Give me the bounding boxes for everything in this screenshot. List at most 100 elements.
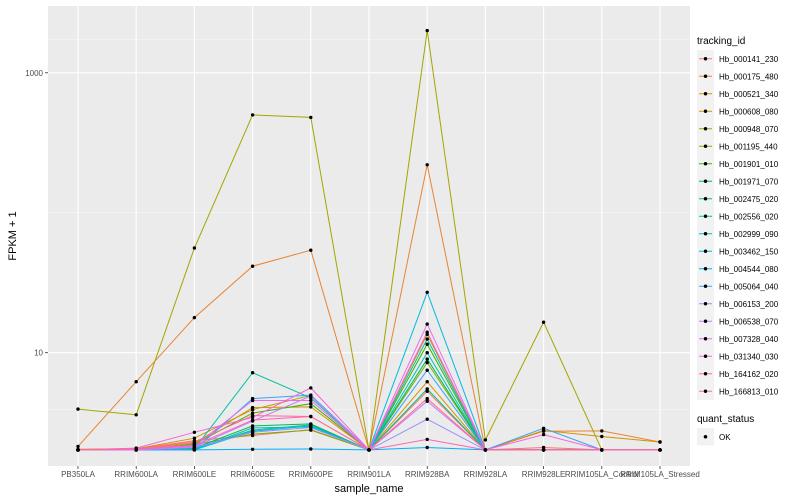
legend-key-point — [703, 319, 708, 323]
data-point — [192, 440, 197, 444]
data-point — [309, 425, 313, 430]
data-point — [192, 246, 197, 250]
legend-item: Hb_006538_070 — [697, 312, 779, 330]
status-legend-title: quant_status — [697, 414, 754, 425]
data-point — [134, 413, 138, 417]
data-point — [425, 380, 429, 384]
data-point — [541, 445, 546, 450]
legend-key-point — [703, 267, 708, 271]
data-point — [425, 28, 429, 33]
data-point — [425, 330, 429, 334]
data-point — [600, 434, 604, 439]
data-point — [76, 448, 80, 452]
x-tick-label: RRIM600LE — [173, 470, 217, 479]
legend-key-point — [703, 232, 708, 236]
data-point — [541, 448, 546, 452]
x-tick-label: RRIM928LA — [464, 470, 508, 479]
data-point — [192, 448, 197, 452]
data-point — [425, 445, 429, 450]
legend-item: Hb_004544_080 — [697, 260, 779, 278]
legend-item: Hb_006153_200 — [697, 295, 779, 313]
legend-item: Hb_002999_090 — [697, 225, 779, 243]
legend-key-point — [703, 162, 708, 166]
legend-key-point — [703, 109, 708, 113]
legend-key-point — [703, 389, 708, 393]
legend-key-point — [703, 337, 708, 341]
data-point — [483, 438, 488, 442]
x-tick-label: RRIM901LA — [347, 470, 391, 479]
data-point — [309, 402, 313, 406]
status-legend-item: OK — [697, 428, 731, 446]
legend-item: Hb_000141_230 — [697, 50, 779, 68]
legend-label: Hb_006153_200 — [719, 300, 779, 309]
legend-item: Hb_007328_040 — [697, 330, 779, 348]
legend-label: Hb_005064_040 — [719, 282, 779, 291]
legend-key-point — [703, 354, 708, 358]
legend-item: Hb_166813_010 — [697, 382, 779, 400]
data-point — [76, 407, 80, 411]
x-tick-label: RRIM928LE — [522, 470, 566, 479]
legend-label: Hb_000521_340 — [719, 90, 779, 99]
legend-label: Hb_001195_440 — [719, 142, 778, 151]
data-point — [425, 399, 429, 403]
data-point — [425, 387, 429, 391]
data-point — [250, 264, 255, 268]
y-tick-label: 10 — [34, 349, 43, 358]
data-point — [192, 315, 197, 320]
data-point — [658, 440, 662, 444]
legend-label: Hb_002556_020 — [719, 212, 779, 221]
legend-label: Hb_006538_070 — [719, 317, 779, 326]
data-point — [425, 337, 429, 341]
legend-item: Hb_001901_010 — [697, 155, 779, 173]
status-legend-point — [703, 434, 708, 439]
legend-label: Hb_001901_010 — [719, 160, 779, 169]
x-tick-label: RRIM928BA — [405, 470, 450, 479]
legend-label: Hb_001971_070 — [719, 177, 779, 186]
data-point — [309, 394, 313, 398]
legend-item: Hb_003462_150 — [697, 242, 779, 260]
legend-items: Hb_000141_230 Hb_000175_480 Hb_000521_340 H… — [697, 50, 779, 400]
data-point — [600, 448, 604, 452]
legend-label: Hb_000141_230 — [719, 55, 779, 64]
data-point — [541, 320, 546, 324]
legend-key-point — [703, 372, 708, 376]
legend-label: Hb_003462_150 — [719, 247, 779, 256]
legend-item: Hb_031340_030 — [697, 347, 779, 365]
data-point — [425, 417, 429, 421]
data-point — [192, 430, 197, 434]
legend-key-point — [703, 214, 708, 218]
data-point — [425, 368, 429, 372]
legend-item: Hb_000608_080 — [697, 102, 779, 120]
data-point — [250, 418, 255, 422]
x-tick-label: RRIM105LA_Stressed — [620, 470, 700, 479]
legend-key-point — [703, 127, 708, 131]
legend-label: Hb_166813_010 — [719, 387, 779, 396]
x-axis-title: sample_name — [334, 483, 403, 495]
legend-label: Hb_031340_030 — [719, 352, 779, 361]
data-point — [250, 113, 255, 117]
legend-key-point — [703, 57, 708, 61]
data-point — [76, 444, 80, 449]
data-point — [309, 386, 313, 390]
legend-key-point — [703, 179, 708, 183]
data-point — [309, 447, 313, 451]
legend-key-point — [703, 197, 708, 201]
data-point — [250, 426, 255, 430]
data-point — [425, 163, 429, 167]
data-point — [425, 357, 429, 361]
data-point — [309, 398, 313, 403]
data-point — [309, 405, 313, 409]
data-point — [367, 448, 371, 452]
data-point — [134, 447, 138, 451]
y-tick-label: 1000 — [25, 69, 43, 78]
data-point — [250, 371, 255, 375]
legend-item: Hb_002556_020 — [697, 207, 779, 225]
x-tick-label: RRIM600PE — [289, 470, 333, 479]
data-point — [600, 429, 604, 433]
x-tick-label: RRIM600SE — [230, 470, 274, 479]
data-point — [425, 396, 429, 401]
data-point — [309, 414, 313, 419]
legend-label: Hb_002475_020 — [719, 195, 779, 204]
legend-key-point — [703, 302, 708, 306]
data-point — [192, 436, 197, 440]
